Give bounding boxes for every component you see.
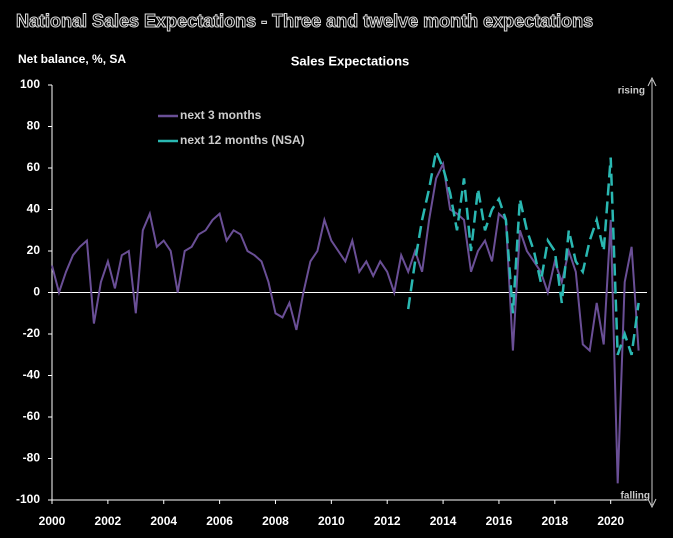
y-tick-label: 20 xyxy=(27,243,41,257)
y-tick-label: -80 xyxy=(23,451,41,465)
x-tick-label: 2016 xyxy=(486,514,513,528)
x-tick-label: 2018 xyxy=(541,514,568,528)
y-tick-label: -60 xyxy=(23,409,41,423)
x-tick-label: 2010 xyxy=(318,514,345,528)
x-tick-label: 2002 xyxy=(95,514,122,528)
x-tick-label: 2008 xyxy=(262,514,289,528)
y-tick-label: 100 xyxy=(20,77,40,91)
x-tick-label: 2012 xyxy=(374,514,401,528)
chart-subtitle: Sales Expectations xyxy=(291,53,410,68)
annotation: falling xyxy=(621,491,650,502)
series-line xyxy=(406,147,640,356)
series-line xyxy=(51,160,640,484)
x-tick-label: 2000 xyxy=(39,514,66,528)
annotation: rising xyxy=(618,86,645,97)
legend-label: next 12 months (NSA) xyxy=(180,133,305,147)
x-tick-label: 2014 xyxy=(430,514,457,528)
y-tick-label: 80 xyxy=(27,119,41,133)
y-tick-label: -40 xyxy=(23,368,41,382)
y-tick-label: -20 xyxy=(23,326,41,340)
axis-arrows xyxy=(647,76,657,509)
y-tick-label: -100 xyxy=(16,492,40,506)
x-tick-label: 2006 xyxy=(206,514,233,528)
legend-label: next 3 months xyxy=(180,108,262,122)
y-tick-label: 40 xyxy=(27,202,41,216)
y-tick-label: 0 xyxy=(33,285,40,299)
x-tick-label: 2020 xyxy=(597,514,624,528)
y-tick-label: 60 xyxy=(27,160,41,174)
chart-title: National Sales Expectations - Three and … xyxy=(16,11,593,31)
y-axis-label: Net balance, %, SA xyxy=(18,52,126,66)
x-tick-label: 2004 xyxy=(150,514,177,528)
